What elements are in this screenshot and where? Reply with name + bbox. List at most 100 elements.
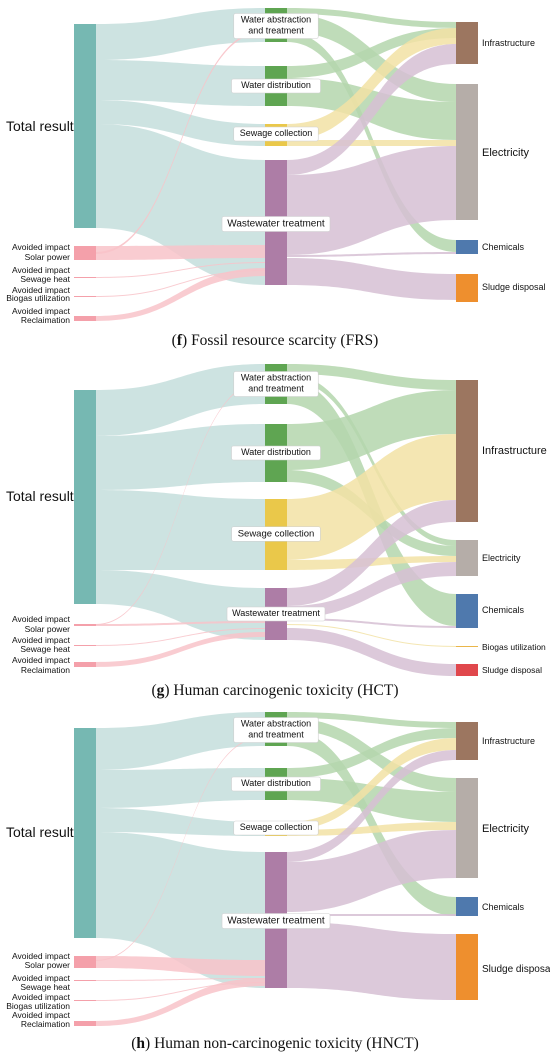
label-water-abstraction: and treatment [248,384,304,394]
flow-wastewater-chemicals [287,252,456,257]
node-avoided-solar [74,624,96,626]
node-avoided-biogas [74,1000,96,1001]
label-sewage-collection-box [231,526,321,542]
label-avoided-type: Reclaimation [21,315,70,325]
node-avoided-reclaimation [74,316,96,321]
node-sludge-disposal [456,274,478,302]
flow-wastewater-infrastructure [287,500,456,606]
panel-caption: (g) Human carcinogenic toxicity (HCT) [151,682,398,699]
caption-letter: g [157,682,165,699]
label-water-abstraction-box [233,13,319,39]
label-water-abstraction: Water abstraction [241,719,311,729]
node-biogas-utilization [456,646,478,647]
flow-total-water-abstraction [96,364,265,436]
label-avoided-type: Sewage heat [20,644,70,654]
label-infrastructure: Infrastructure [482,736,535,746]
label-sewage-collection: Sewage collection [240,822,313,832]
flow-avoided-solar-abstraction [96,380,265,625]
node-infrastructure [456,22,478,64]
label-water-abstraction: Water abstraction [241,15,311,25]
node-avoided-reclaimation [74,1021,96,1026]
label-avoided-type: Biogas utilization [6,293,70,303]
node-avoided-biogas [74,296,96,297]
label-avoided-type: Solar power [25,960,71,970]
label-avoided-type: Solar power [25,624,71,634]
caption-letter: h [136,1035,145,1052]
label-chemicals: Chemicals [482,605,525,615]
label-infrastructure: Infrastructure [482,38,535,48]
flow-avoided-solar [96,621,265,626]
caption-text: Fossil resource scarcity (FRS) [187,332,378,349]
flow-avoided-reclaimation [96,632,265,667]
flow-avoided-solar [96,956,265,976]
flow-total-water-distribution [96,768,265,808]
label-sludge-disposal: Sludge disposal [482,665,542,675]
label-water-abstraction: and treatment [248,730,304,740]
flow-sewage-electricity [287,822,456,836]
panel-caption: (h) Human non-carcinogenic toxicity (HNC… [131,1035,419,1052]
flow-avoided-reclaimation [96,268,265,321]
label-avoided-impact: Avoided impact [12,655,71,665]
label-water-distribution-box [231,445,321,461]
label-avoided-impact: Avoided impact [12,285,71,295]
flow-wastewater-infrastructure [287,750,456,862]
node-total-result [74,24,96,228]
label-biogas-utilization: Biogas utilization [482,642,546,652]
node-avoided-sewage-heat [74,645,96,646]
node-sludge-disposal [456,664,478,676]
flow-total-water-abstraction [96,8,265,60]
flow-wastewater-electricity [287,562,456,618]
label-total-result: Total result [6,488,74,504]
node-electricity [456,778,478,878]
node-chemicals [456,897,478,916]
node-avoided-sewage-heat [74,277,96,278]
flow-abstraction-chemicals [287,730,456,916]
flow-wastewater-chemicals [287,618,456,628]
label-avoided-impact: Avoided impact [12,973,71,983]
label-avoided-type: Sewage heat [20,982,70,992]
node-sludge-disposal [456,934,478,1000]
label-wastewater-treatment-box [221,913,331,929]
flow-distribution-electricity [287,778,456,822]
label-avoided-impact: Avoided impact [12,1010,71,1020]
flow-avoided-solar [96,245,265,260]
flow-wastewater-sludge [287,258,456,300]
flow-total-water-abstraction [96,712,265,770]
label-total-result: Total result [6,824,74,840]
flow-sewage-electricity [287,140,456,146]
flow-total-water-distribution [96,424,265,490]
flow-avoided-reclaimation [96,978,265,1026]
label-water-abstraction-box [233,717,319,743]
flow-total-sewage-collection [96,100,265,146]
label-wastewater-treatment: Wastewater treatment [227,916,325,927]
flow-wastewater-sludge [287,922,456,1000]
node-avoided-solar [74,956,96,968]
label-avoided-impact: Avoided impact [12,306,71,316]
flow-total-wastewater-treatment [96,832,265,988]
label-sewage-collection-box [233,820,319,836]
flow-abstraction-infrastructure [287,364,456,390]
node-chemicals [456,240,478,254]
panel-h: Total result Avoided impact Solar power Avo… [6,712,550,1052]
label-water-distribution: Water distribution [241,447,311,457]
label-wastewater-treatment-box [226,606,326,622]
flow-sewage-infrastructure [287,28,456,140]
label-sludge-disposal: Sludge disposal [482,282,546,292]
flow-avoided-solar-abstraction [96,736,265,961]
label-water-distribution-box [231,78,321,94]
node-total-result [74,728,96,938]
label-water-abstraction-box [233,371,319,397]
label-electricity: Electricity [482,823,530,835]
flow-total-water-distribution [96,60,265,106]
flow-total-sewage-collection [96,490,265,570]
node-total-result [74,390,96,604]
node-avoided-sewage-heat [74,980,96,981]
label-wastewater-treatment: Wastewater treatment [232,608,320,618]
node-infrastructure [456,722,478,760]
label-chemicals: Chemicals [482,242,525,252]
caption-text: Human non-carcinogenic toxicity (HNCT) [150,1035,419,1052]
node-avoided-solar [74,246,96,260]
